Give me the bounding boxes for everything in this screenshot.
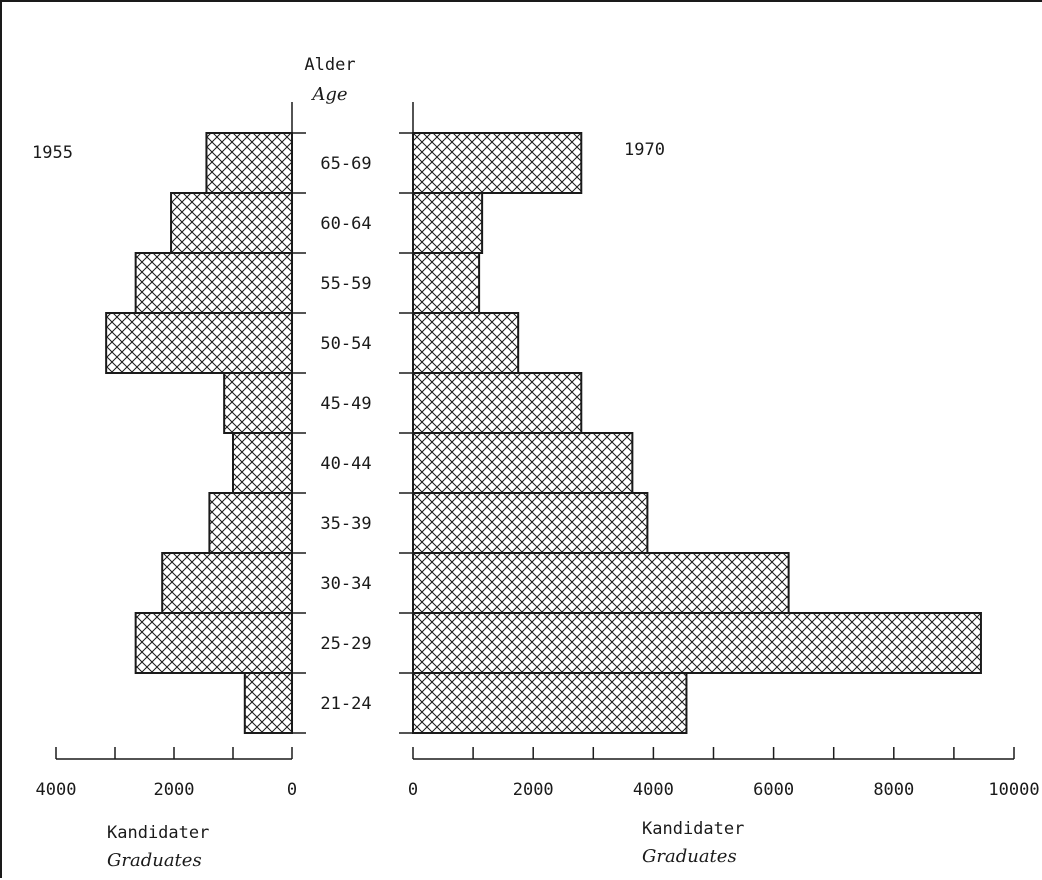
right-panel-year-label: 1970 (624, 140, 665, 160)
left-x-tick-label: 2000 (154, 780, 195, 800)
bar-1955-65-69 (205, 132, 293, 194)
right-x-tick-label: 0 (408, 780, 418, 800)
age-group-label-50-54: 50-54 (320, 334, 371, 354)
left-x-axis-ticks: 4000 2000 0 (36, 747, 297, 800)
age-group-label-21-24: 21-24 (320, 694, 371, 714)
right-x-axis-ticks: 0 2000 4000 6000 8000 10000 (408, 747, 1040, 800)
bar-1955-25-29 (134, 612, 293, 674)
age-group-label-65-69: 65-69 (320, 154, 371, 174)
bar-1970-30-34 (412, 552, 790, 614)
right-x-tick-label: 2000 (513, 780, 554, 800)
bar-1955-40-44 (232, 432, 293, 494)
left-x-tick-label: 4000 (36, 780, 77, 800)
bar-1955-50-54 (105, 312, 294, 374)
right-x-tick-label: 6000 (753, 780, 794, 800)
left-x-axis-label: Kandidater (107, 823, 209, 843)
age-axis-title: Alder (304, 55, 355, 75)
age-group-label-25-29: 25-29 (320, 634, 371, 654)
age-group-label-60-64: 60-64 (320, 214, 371, 234)
right-x-axis-label-english: Graduates (642, 846, 737, 867)
age-group-label-40-44: 40-44 (320, 454, 371, 474)
age-group-labels: 65-69 60-64 55-59 50-54 45-49 40-44 35-39 30-34… (320, 154, 371, 714)
bar-1955-60-64 (170, 192, 293, 254)
age-axis-title-english: Age (310, 84, 347, 105)
bar-1970-35-39 (412, 492, 649, 554)
right-x-tick-label: 10000 (988, 780, 1039, 800)
age-group-label-55-59: 55-59 (320, 274, 371, 294)
left-x-tick-label: 0 (287, 780, 297, 800)
bar-1970-25-29 (412, 612, 982, 674)
right-x-tick-label: 8000 (873, 780, 914, 800)
right-x-tick-label: 4000 (633, 780, 674, 800)
age-group-label-35-39: 35-39 (320, 514, 371, 534)
bar-1970-65-69 (412, 132, 583, 194)
left-panel-year-label: 1955 (32, 143, 73, 163)
bar-1970-60-64 (412, 192, 484, 254)
left-x-axis-label-english: Graduates (107, 850, 202, 871)
bars-1970 (412, 132, 982, 734)
bar-1955-21-24 (243, 672, 294, 734)
bar-1970-21-24 (412, 672, 688, 734)
bar-1955-45-49 (223, 372, 293, 434)
bar-1955-35-39 (208, 492, 293, 554)
bars-1955 (105, 132, 294, 734)
bar-1970-55-59 (412, 252, 481, 314)
bar-1970-45-49 (412, 372, 583, 434)
age-group-label-45-49: 45-49 (320, 394, 371, 414)
bar-1970-40-44 (412, 432, 634, 494)
age-group-label-30-34: 30-34 (320, 574, 371, 594)
bar-1970-50-54 (412, 312, 520, 374)
bar-1955-30-34 (161, 552, 293, 614)
bar-1955-55-59 (134, 252, 293, 314)
right-x-axis-label: Kandidater (642, 819, 744, 839)
